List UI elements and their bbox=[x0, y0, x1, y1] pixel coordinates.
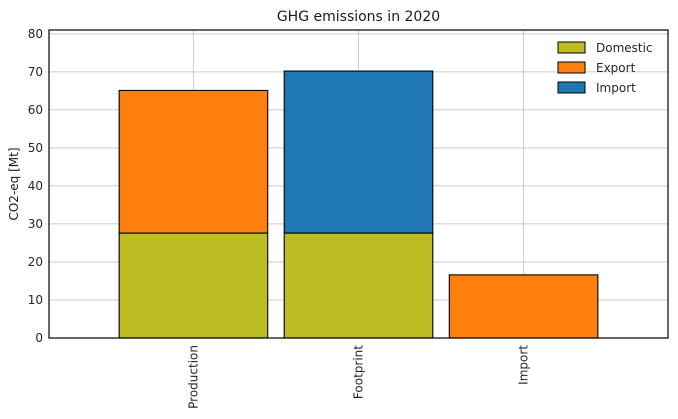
plot-frame bbox=[48, 29, 669, 339]
legend-swatch-import bbox=[557, 81, 586, 94]
bars bbox=[118, 70, 599, 339]
bar-import-footprint bbox=[283, 70, 434, 234]
y-tick-label: 70 bbox=[28, 65, 43, 79]
y-tick-label: 80 bbox=[28, 27, 43, 41]
bar-domestic-production bbox=[118, 232, 269, 339]
legend-label-export: Export bbox=[596, 61, 636, 75]
x-axis-ticks: Production Footprint Import bbox=[186, 345, 530, 409]
legend-swatch-domestic bbox=[557, 41, 586, 54]
x-tick-label: Import bbox=[517, 345, 531, 385]
y-axis-ticks: 0 10 20 30 40 50 60 70 80 bbox=[28, 27, 43, 345]
y-tick-label: 10 bbox=[28, 293, 43, 307]
x-tick-label: Footprint bbox=[352, 345, 366, 399]
y-axis-label: CO2-eq [Mt] bbox=[7, 147, 21, 220]
y-tick-label: 60 bbox=[28, 103, 43, 117]
legend: Domestic Export Import bbox=[557, 41, 653, 95]
chart-title: GHG emissions in 2020 bbox=[277, 9, 440, 25]
x-tick-label: Production bbox=[186, 345, 200, 409]
y-tick-label: 40 bbox=[28, 179, 43, 193]
y-tick-label: 50 bbox=[28, 141, 43, 155]
bar-export-import bbox=[448, 274, 599, 339]
legend-label-import: Import bbox=[596, 81, 636, 95]
legend-swatch-export bbox=[557, 61, 586, 74]
bar-export-production bbox=[118, 89, 269, 234]
y-tick-label: 30 bbox=[28, 217, 43, 231]
bar-domestic-footprint bbox=[283, 232, 434, 339]
y-tick-label: 0 bbox=[35, 331, 43, 345]
y-tick-label: 20 bbox=[28, 255, 43, 269]
legend-label-domestic: Domestic bbox=[596, 41, 653, 55]
